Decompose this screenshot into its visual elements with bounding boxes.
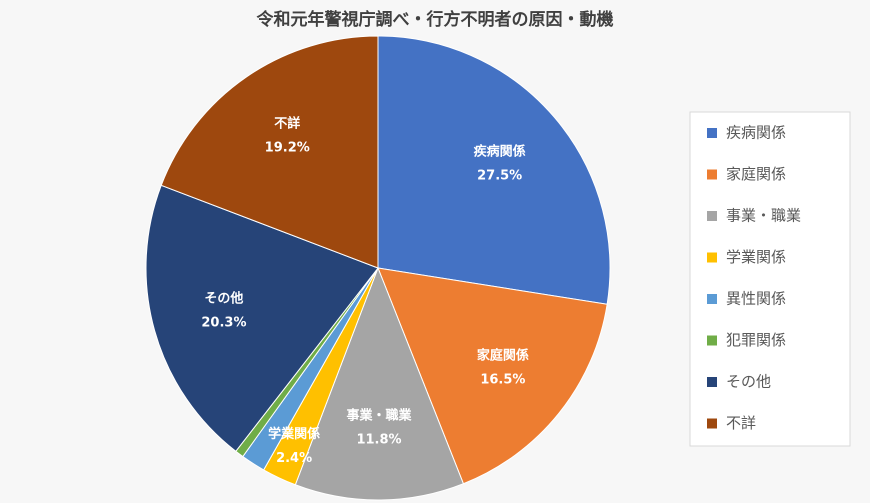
pie-slice: [377, 35, 611, 305]
legend-swatch: [707, 211, 717, 221]
legend-label: 異性関係: [726, 290, 786, 308]
legend-label: 事業・職業: [726, 207, 801, 225]
legend-label: 学業関係: [726, 248, 786, 266]
slice-value-label: 11.8%: [356, 432, 401, 447]
slice-label: 家庭関係: [477, 348, 529, 364]
pie-slice: [160, 35, 379, 269]
legend-label: その他: [726, 373, 771, 391]
legend-swatch: [707, 128, 717, 138]
slice-label: その他: [204, 291, 243, 307]
legend-swatch: [707, 169, 717, 180]
pie-slice: [377, 267, 608, 485]
slice-value-label: 16.5%: [480, 373, 525, 388]
legend-label: 家庭関係: [726, 165, 786, 183]
legend-swatch: [707, 377, 717, 387]
slice-label: 不詳: [274, 116, 300, 132]
legend: [689, 111, 851, 447]
slice-value-label: 27.5%: [477, 169, 522, 184]
legend-label: 不詳: [726, 414, 756, 432]
slice-label: 事業・職業: [346, 407, 412, 423]
legend-label: 犯罪関係: [726, 331, 786, 349]
legend-swatch: [707, 335, 717, 346]
pie-slice: [145, 184, 379, 453]
slice-label: 学業関係: [268, 426, 320, 442]
slice-value-label: 20.3%: [201, 316, 246, 331]
slice-label: 疾病関係: [474, 144, 526, 160]
pie-slice: [294, 266, 465, 501]
slice-value-label: 19.2%: [265, 141, 310, 156]
legend-label: 疾病関係: [726, 124, 786, 142]
slice-value-label: 2.4%: [276, 451, 312, 466]
chart-title: 令和元年警視庁調べ・行方不明者の原因・動機: [257, 9, 614, 30]
legend-swatch: [707, 294, 717, 304]
legend-swatch: [707, 252, 717, 263]
legend-swatch: [707, 418, 717, 429]
